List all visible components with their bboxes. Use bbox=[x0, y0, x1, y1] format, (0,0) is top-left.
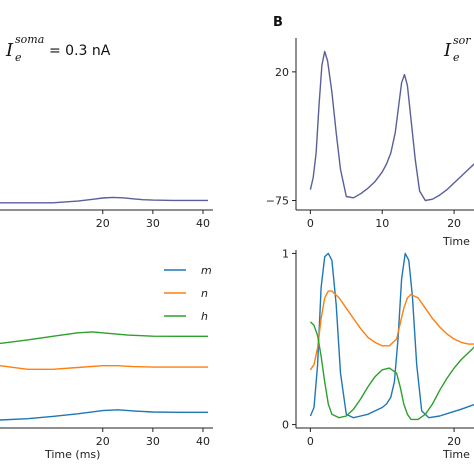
x-tick-label: 10 bbox=[375, 217, 389, 230]
y-tick-label: 0 bbox=[282, 419, 289, 432]
series-line-m bbox=[309, 252, 474, 419]
series-line-m bbox=[0, 409, 208, 421]
chart-a-top: 20 30 40 bbox=[0, 196, 213, 230]
annotation-b-sup: sor bbox=[453, 34, 471, 47]
y-tick-label: 1 bbox=[282, 247, 289, 260]
panel-b-letter: B bbox=[273, 15, 283, 30]
series-line-n bbox=[309, 290, 474, 371]
series-line bbox=[0, 196, 208, 204]
x-tick-label: 30 bbox=[146, 217, 160, 230]
annotation-a-value: = 0.3 nA bbox=[49, 43, 111, 59]
legend: mnh bbox=[164, 264, 212, 323]
y-tick-label: −75 bbox=[266, 195, 289, 208]
y-tick-label: 20 bbox=[275, 66, 289, 79]
x-tick-label: 20 bbox=[96, 217, 110, 230]
x-tick-label: 30 bbox=[146, 435, 160, 448]
chart-b-top: 0 10 20 20 −75 Time bbox=[266, 38, 474, 248]
annotation-b-sub: e bbox=[453, 51, 460, 64]
x-axis-label: Time (ms) bbox=[44, 448, 100, 461]
series-line bbox=[309, 50, 474, 202]
legend-label-m: m bbox=[201, 264, 212, 277]
series-line-h bbox=[309, 321, 474, 421]
chart-b-bottom: 0 20 0 1 Time bbox=[282, 247, 474, 461]
annotation-a-sup: soma bbox=[15, 33, 44, 46]
annotation-a-sub: e bbox=[15, 51, 22, 64]
x-tick-label: 0 bbox=[307, 217, 314, 230]
x-axis-label: Time bbox=[442, 448, 470, 461]
annotation-b-symbol: I bbox=[443, 40, 452, 61]
legend-label-n: n bbox=[201, 287, 208, 300]
series-line-h bbox=[0, 331, 208, 345]
series-line-n bbox=[0, 365, 208, 370]
legend-label-h: h bbox=[201, 310, 208, 323]
x-axis-label: Time bbox=[442, 235, 470, 248]
annotation-b: I e sor bbox=[443, 34, 471, 64]
chart-a-bottom: 20 30 40 Time (ms) mnh bbox=[0, 264, 213, 461]
annotation-a-symbol: I bbox=[5, 40, 14, 61]
x-tick-label: 20 bbox=[447, 435, 461, 448]
x-tick-label: 0 bbox=[307, 435, 314, 448]
annotation-a: I e soma = 0.3 nA bbox=[5, 33, 111, 64]
x-tick-label: 40 bbox=[196, 435, 210, 448]
x-tick-label: 40 bbox=[196, 217, 210, 230]
x-tick-label: 20 bbox=[447, 217, 461, 230]
x-tick-label: 20 bbox=[96, 435, 110, 448]
